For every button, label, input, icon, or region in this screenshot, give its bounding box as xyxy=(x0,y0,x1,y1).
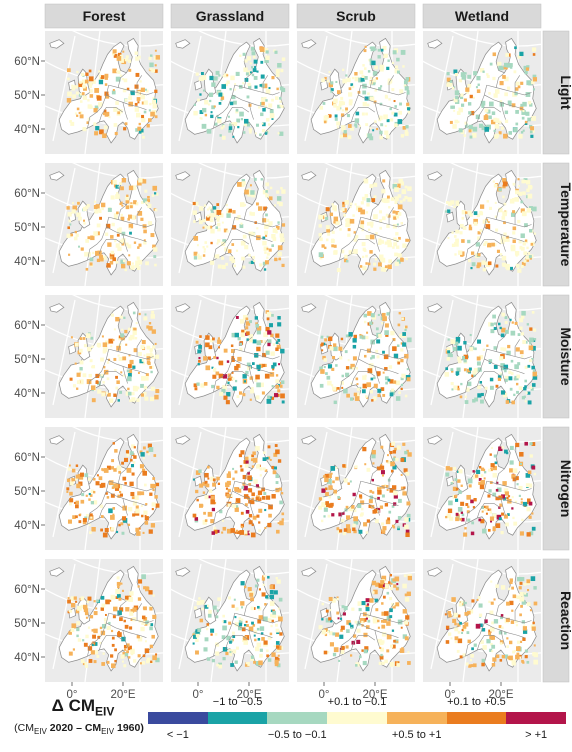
lat-label: 40°N xyxy=(14,652,40,664)
lat-label: 50°N xyxy=(14,618,40,630)
lon-label: 0° xyxy=(319,689,330,701)
strip-column-scrub xyxy=(296,3,416,29)
map-panel-wetland-nitrogen xyxy=(423,427,541,550)
strip-row-light xyxy=(542,30,570,155)
map-panel-forest-temperature xyxy=(45,163,163,286)
lat-label: 50°N xyxy=(14,90,40,102)
legend-label: > +1 xyxy=(525,729,548,741)
map-panel-scrub-temperature xyxy=(297,163,415,286)
lat-label: 50°N xyxy=(14,486,40,498)
lat-label: 60°N xyxy=(14,320,40,332)
map-panel-wetland-reaction xyxy=(423,559,541,682)
strip-column-forest xyxy=(44,3,164,29)
column-label: Forest xyxy=(83,8,126,24)
map-panel-scrub-reaction xyxy=(297,559,415,682)
lat-label: 40°N xyxy=(14,520,40,532)
lat-label: 40°N xyxy=(14,256,40,268)
map-panel-forest-moisture xyxy=(45,295,163,418)
map-panel-wetland-light xyxy=(423,31,541,154)
map-panel-grassland-moisture xyxy=(171,295,289,418)
legend-label: < −1 xyxy=(166,729,189,741)
legend-swatch xyxy=(446,712,507,724)
lon-label: 0° xyxy=(193,689,204,701)
legend-swatch xyxy=(386,712,447,724)
lat-label: 60°N xyxy=(14,188,40,200)
column-label: Grassland xyxy=(196,8,264,24)
lon-label: 20°E xyxy=(362,689,387,701)
row-label: Temperature xyxy=(558,183,572,267)
strip-row-moisture xyxy=(542,294,570,419)
lat-label: 50°N xyxy=(14,222,40,234)
legend-swatch xyxy=(327,712,387,724)
legend-label: −0.5 to −0.1 xyxy=(267,729,327,741)
legend-label: +0.5 to +1 xyxy=(391,729,442,741)
map-panel-grassland-light xyxy=(171,31,289,154)
strip-column-wetland xyxy=(422,3,542,29)
lat-label: 40°N xyxy=(14,124,40,136)
map-panel-forest-nitrogen xyxy=(45,427,163,550)
map-panel-forest-light xyxy=(45,31,163,154)
lat-label: 60°N xyxy=(14,56,40,68)
map-panel-grassland-reaction xyxy=(171,559,289,682)
legend-swatch xyxy=(148,712,208,724)
legend-swatch xyxy=(267,712,328,724)
strip-row-temperature xyxy=(542,162,570,287)
strip-row-nitrogen xyxy=(542,426,570,551)
map-panel-grassland-temperature xyxy=(171,163,289,286)
map-panel-scrub-moisture xyxy=(297,295,415,418)
strip-column-grassland xyxy=(170,3,290,29)
lat-label: 60°N xyxy=(14,584,40,596)
legend-label: −1 to −0.5 xyxy=(212,696,263,708)
lon-label: 20°E xyxy=(488,689,513,701)
map-panel-grassland-nitrogen xyxy=(171,427,289,550)
row-label: Moisture xyxy=(558,327,572,386)
legend-swatch xyxy=(506,712,567,724)
lon-label: 20°E xyxy=(110,689,135,701)
legend-color-bar xyxy=(148,712,567,724)
legend-subtitle: (CMEIV 2020 – CMEIV 1960) xyxy=(14,722,144,737)
strip-row-reaction xyxy=(542,558,570,683)
lat-label: 50°N xyxy=(14,354,40,366)
map-panel-scrub-light xyxy=(297,31,415,154)
column-label: Wetland xyxy=(455,8,509,24)
row-label: Nitrogen xyxy=(558,460,572,518)
legend-label: +0.1 to −0.1 xyxy=(327,696,387,708)
legend: Δ CMEIV (CMEIV 2020 – CMEIV 1960) < −1 −1… xyxy=(0,690,572,752)
legend-label: +0.1 to +0.5 xyxy=(447,696,506,708)
map-panel-forest-reaction xyxy=(45,559,163,682)
legend-title: Δ CMEIV xyxy=(51,696,115,719)
lon-label: 0° xyxy=(445,689,456,701)
row-label: Reaction xyxy=(558,591,572,650)
legend-swatch xyxy=(207,712,268,724)
map-panel-wetland-moisture xyxy=(423,295,541,418)
lat-label: 60°N xyxy=(14,452,40,464)
row-label: Light xyxy=(558,75,572,110)
column-label: Scrub xyxy=(336,8,376,24)
lon-label: 20°E xyxy=(236,689,261,701)
lat-label: 40°N xyxy=(14,388,40,400)
map-panel-wetland-temperature xyxy=(423,163,541,286)
lon-label: 0° xyxy=(67,689,78,701)
map-panel-scrub-nitrogen xyxy=(297,427,415,550)
